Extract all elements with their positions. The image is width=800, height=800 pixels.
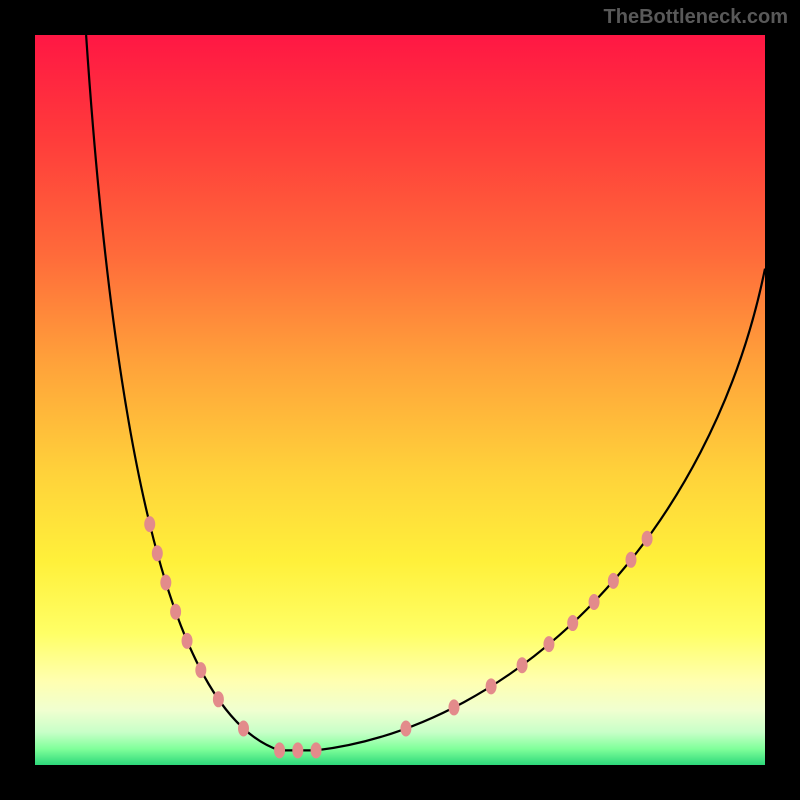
- curve-marker: [274, 742, 285, 758]
- plot-area: [35, 35, 765, 765]
- curve-marker: [400, 721, 411, 737]
- curve-marker: [238, 721, 249, 737]
- curve-marker: [182, 633, 193, 649]
- curve-marker: [543, 636, 554, 652]
- curve-marker: [448, 699, 459, 715]
- curve-marker: [170, 604, 181, 620]
- curve-marker: [589, 594, 600, 610]
- curve-marker: [567, 615, 578, 631]
- curve-marker: [144, 516, 155, 532]
- curve-marker: [195, 662, 206, 678]
- curve-marker: [608, 573, 619, 589]
- curve-marker: [213, 691, 224, 707]
- curve-marker: [517, 657, 528, 673]
- curve-marker: [642, 531, 653, 547]
- watermark-text: TheBottleneck.com: [604, 6, 788, 29]
- curve-marker: [152, 545, 163, 561]
- curve-marker: [311, 742, 322, 758]
- curve-marker: [160, 575, 171, 591]
- curve-marker: [292, 742, 303, 758]
- curve-marker: [486, 678, 497, 694]
- curve-marker: [625, 552, 636, 568]
- bottleneck-curve-layer: [35, 35, 765, 765]
